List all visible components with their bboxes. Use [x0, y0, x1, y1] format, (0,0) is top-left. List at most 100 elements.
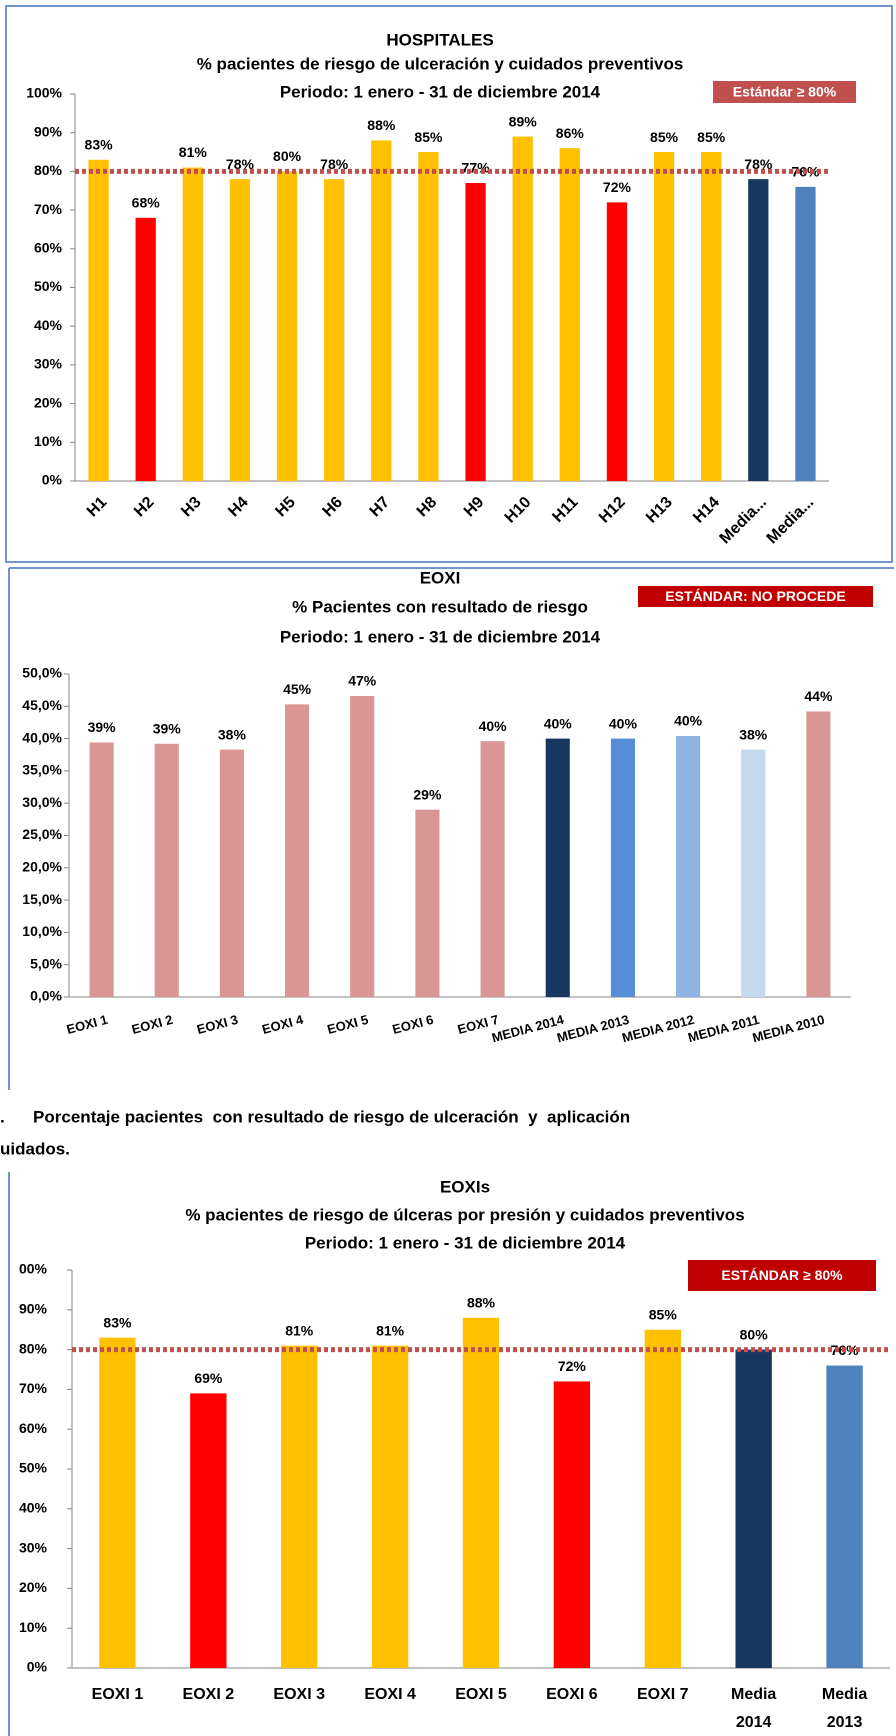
data-label: 85%: [697, 129, 726, 145]
bar: [806, 711, 831, 997]
bar: [229, 179, 251, 481]
bar: [190, 1393, 227, 1668]
x-tick-label: EOXI 4: [364, 1686, 416, 1703]
bar: [512, 136, 533, 481]
y-tick-label: 0,0%: [30, 988, 62, 1004]
data-label: 86%: [556, 125, 585, 141]
data-label: 40%: [609, 715, 638, 731]
y-tick-label: 70%: [19, 1380, 48, 1396]
data-label: 39%: [88, 719, 117, 735]
x-tick-label: EOXI 3: [273, 1686, 325, 1703]
chart-subtitle: % pacientes de riesgo de ulceración y cu…: [197, 54, 684, 73]
bar: [219, 749, 244, 997]
bar: [324, 179, 345, 481]
data-label: 38%: [218, 726, 247, 742]
y-tick-label: 70%: [34, 201, 63, 217]
standard-badge: [713, 81, 856, 103]
data-label: 89%: [509, 113, 538, 129]
bar: [480, 741, 505, 997]
x-tick-label: EOXI 7: [637, 1686, 689, 1703]
bar: [465, 183, 486, 481]
standard-label: Estándar ≥ 80%: [733, 84, 837, 100]
bar: [89, 742, 114, 997]
data-label: 81%: [179, 144, 208, 160]
y-tick-label: 50%: [34, 278, 63, 294]
bar: [826, 1365, 863, 1668]
y-tick-label: 00%: [19, 1261, 48, 1277]
bar: [350, 695, 375, 997]
y-tick-label: 20%: [34, 394, 63, 410]
x-tick-label: MEDIA 2012: [620, 1012, 695, 1046]
data-label: 88%: [367, 117, 396, 133]
y-tick-label: 30%: [19, 1539, 48, 1555]
data-label: 68%: [132, 195, 161, 211]
x-tick-label: H6: [320, 494, 347, 521]
paragraph-line: uidados.: [0, 1139, 70, 1158]
y-tick-label: 20%: [19, 1579, 48, 1595]
bar: [276, 171, 298, 481]
bar: [701, 152, 722, 482]
x-tick-label: H10: [502, 494, 535, 527]
bar: [88, 159, 109, 482]
y-tick-label: 90%: [19, 1301, 48, 1317]
chart-subtitle: Periodo: 1 enero - 31 de diciembre 2014: [305, 1233, 626, 1252]
bar: [644, 1329, 681, 1668]
data-label: 72%: [603, 179, 632, 195]
data-label: 40%: [544, 715, 573, 731]
paragraph-line: . Porcentaje pacientes con resultado de …: [0, 1107, 630, 1126]
y-tick-label: 60%: [34, 240, 63, 256]
data-label: 80%: [273, 148, 302, 164]
data-label: 40%: [479, 718, 508, 734]
x-tick-label: H13: [643, 494, 676, 527]
bar: [748, 179, 769, 481]
data-label: 83%: [103, 1314, 132, 1330]
x-tick-label: H4: [225, 494, 252, 521]
bar: [418, 152, 439, 482]
data-label: 44%: [804, 688, 833, 704]
x-tick-label: EOXI 6: [391, 1012, 435, 1037]
y-tick-label: 80%: [19, 1340, 48, 1356]
bar: [371, 1345, 409, 1668]
x-tick-label: H11: [549, 494, 581, 526]
y-tick-label: 50%: [19, 1460, 48, 1476]
y-tick-label: 50,0%: [22, 665, 62, 681]
bar: [795, 186, 816, 481]
standard-label: ESTÁNDAR: NO PROCEDE: [665, 588, 845, 604]
bar: [285, 704, 310, 997]
x-tick-label: EOXI 4: [260, 1012, 305, 1038]
data-label: 29%: [413, 786, 442, 802]
y-tick-label: 100%: [26, 85, 62, 101]
bar: [676, 736, 701, 997]
x-tick-label: MEDIA 2011: [686, 1012, 761, 1045]
x-tick-label: H1: [84, 494, 111, 521]
chart-subtitle: % pacientes de riesgo de úlceras por pre…: [185, 1205, 744, 1224]
chart-title: HOSPITALES: [386, 30, 493, 49]
x-tick-label: H9: [461, 494, 488, 521]
data-label: 39%: [153, 720, 182, 736]
data-label: 38%: [739, 726, 768, 742]
data-label: 85%: [414, 129, 443, 145]
bar: [281, 1345, 318, 1668]
chart-title: EOXIs: [440, 1177, 490, 1196]
data-label: 45%: [283, 681, 312, 697]
y-tick-label: 10%: [19, 1619, 48, 1635]
y-tick-label: 25,0%: [22, 826, 62, 842]
standard-label: ESTÁNDAR ≥ 80%: [721, 1267, 843, 1283]
x-tick-label: EOXI 2: [183, 1686, 235, 1703]
y-tick-label: 0%: [27, 1659, 48, 1675]
data-label: 47%: [348, 673, 377, 689]
y-tick-label: 15,0%: [22, 891, 62, 907]
x-tick-label: H5: [272, 494, 299, 521]
chart-subtitle: Periodo: 1 enero - 31 de diciembre 2014: [280, 627, 601, 646]
bar: [610, 738, 635, 997]
data-label: 85%: [649, 1306, 678, 1322]
data-label: 85%: [650, 129, 679, 145]
y-tick-label: 30,0%: [22, 794, 62, 810]
bar: [415, 809, 440, 997]
y-tick-label: 20,0%: [22, 859, 62, 875]
y-tick-label: 45,0%: [22, 697, 62, 713]
y-tick-label: 80%: [34, 162, 63, 178]
x-tick-label: MEDIA 2013: [555, 1012, 630, 1046]
